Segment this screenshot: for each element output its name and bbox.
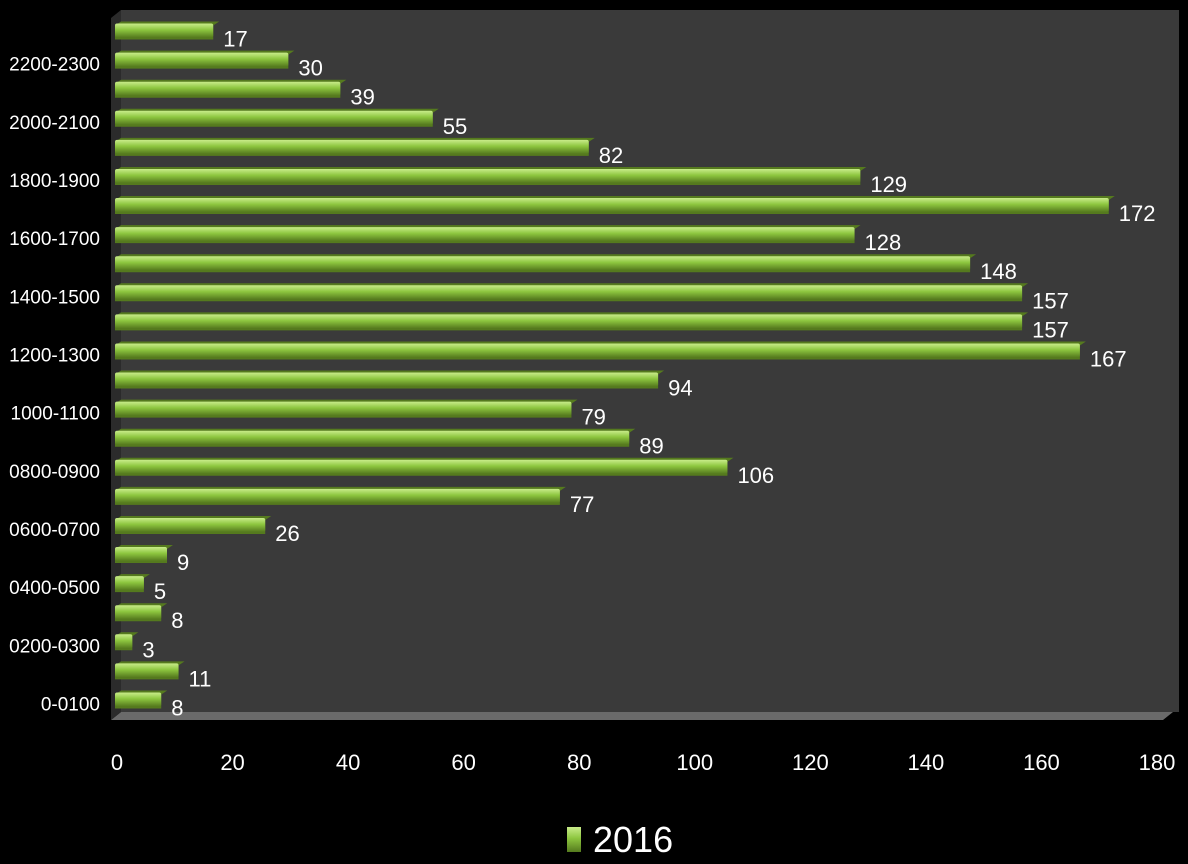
data-label: 148	[980, 259, 1017, 284]
bar-1400-1500	[115, 285, 1023, 300]
category-label: 0200-0300	[9, 636, 100, 657]
data-labels: 8113859267710689799416715715714812817212…	[142, 27, 1155, 721]
x-tick-label: 180	[1139, 750, 1176, 775]
plot-area	[111, 10, 1179, 720]
data-label: 11	[189, 666, 212, 691]
category-label: 1800-1900	[9, 171, 100, 192]
plot-left-wall	[111, 10, 121, 720]
x-tick-label: 120	[792, 750, 829, 775]
category-label: 1200-1300	[9, 345, 100, 366]
bar-1000-1100	[115, 401, 572, 416]
data-label: 79	[581, 405, 605, 430]
plot-background	[121, 10, 1179, 712]
data-label: 26	[275, 521, 299, 546]
x-tick-label: 40	[336, 750, 360, 775]
bar-0300-0400	[115, 605, 162, 620]
data-label: 172	[1119, 201, 1156, 226]
x-tick-label: 140	[908, 750, 945, 775]
bar-0400-0500	[115, 576, 144, 591]
category-label: 2200-2300	[9, 55, 100, 76]
data-label: 30	[298, 56, 322, 81]
data-label: 55	[443, 114, 467, 139]
x-tick-label: 160	[1023, 750, 1060, 775]
bar-1900-2000	[115, 139, 589, 154]
category-label: 0800-0900	[9, 462, 100, 483]
x-tick-label: 100	[676, 750, 713, 775]
x-tick-label: 20	[220, 750, 244, 775]
bar-1100-1200	[115, 372, 659, 387]
category-label: 2000-2100	[9, 113, 100, 134]
category-label: 0-0100	[41, 694, 100, 715]
data-label: 157	[1032, 288, 1069, 313]
bar-1700-1800	[115, 198, 1109, 213]
data-label: 157	[1032, 317, 1069, 342]
bar-2100-2200	[115, 81, 341, 96]
legend: 2016	[567, 819, 673, 860]
bar-2300-0000	[115, 23, 214, 38]
x-tick-label: 80	[567, 750, 591, 775]
data-label: 129	[870, 172, 907, 197]
category-label: 0400-0500	[9, 578, 100, 599]
data-label: 8	[171, 608, 183, 633]
bar-0700-0800	[115, 488, 560, 503]
bar-0800-0900	[115, 459, 728, 474]
bar-0600-0700	[115, 517, 266, 532]
x-axis-tick-labels: 0 20 40 60 80 100 120 140 160 180	[111, 750, 1175, 775]
bar-1200-1300	[115, 343, 1080, 358]
data-label: 82	[599, 143, 623, 168]
bar-1500-1600	[115, 256, 971, 271]
data-label: 17	[223, 27, 247, 52]
bar-2200-2300	[115, 52, 289, 67]
data-label: 5	[154, 579, 166, 604]
data-label: 128	[865, 230, 902, 255]
data-label: 77	[570, 492, 594, 517]
category-label: 0600-0700	[9, 520, 100, 541]
data-label: 3	[142, 637, 154, 662]
bar-1800-1900	[115, 168, 861, 183]
category-label: 1000-1100	[11, 404, 100, 425]
data-label: 167	[1090, 346, 1127, 371]
bars	[115, 21, 1115, 709]
data-label: 89	[639, 434, 663, 459]
bar-1300-1400	[115, 314, 1023, 329]
bar-1600-1700	[115, 227, 855, 242]
x-tick-label: 0	[111, 750, 123, 775]
bar-0500-0600	[115, 547, 167, 562]
bar-0200-0300	[115, 634, 133, 649]
x-tick-label: 60	[451, 750, 475, 775]
plot-floor	[111, 712, 1173, 720]
legend-label: 2016	[593, 819, 673, 859]
data-label: 8	[171, 695, 183, 720]
bar-0900-1000	[115, 430, 630, 445]
data-label: 39	[350, 85, 374, 110]
data-label: 9	[177, 550, 189, 575]
data-label: 94	[668, 376, 692, 401]
category-label: 1400-1500	[9, 287, 100, 308]
bar-0-0100	[115, 692, 162, 707]
category-labels: 0-0100 0200-0300 0400-0500 0600-0700 0800-09…	[9, 55, 100, 716]
data-label: 106	[737, 463, 774, 488]
bar-2000-2100	[115, 110, 433, 125]
legend-swatch	[567, 827, 581, 852]
category-label: 1600-1700	[9, 229, 100, 250]
bar-0100-0200	[115, 663, 179, 678]
